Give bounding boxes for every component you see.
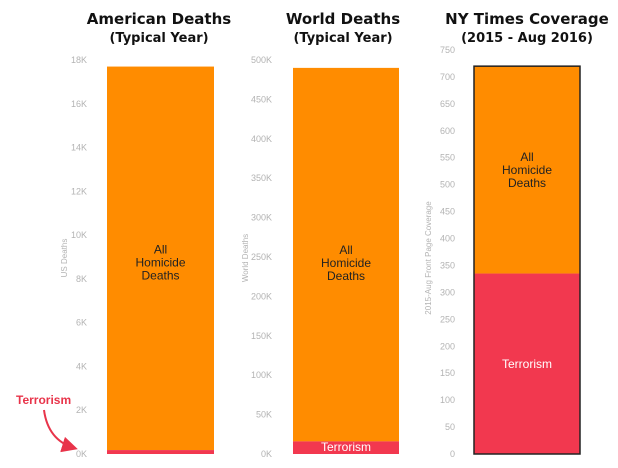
stacked-bar [107,66,214,454]
y-tick-label: 250K [251,252,272,262]
panel-american-deaths: American Deaths (Typical Year) US Deaths… [16,10,231,459]
y-tick-label: 100 [440,395,455,405]
y-tick-label: 600 [440,126,455,136]
y-tick-label: 200 [440,341,455,351]
segment-label-homicide: Deaths [141,268,179,282]
y-tick-label: 400K [251,134,272,144]
chart-title: World Deaths [286,10,400,28]
chart-title: American Deaths [87,10,231,28]
y-tick-label: 14K [71,143,87,153]
y-tick-label: 200K [251,291,272,301]
y-axis-label: 2015-Aug Front Page Coverage [424,201,433,315]
y-axis-ticks: 0K 50K 100K 150K 200K 250K 300K 350K 400K 450K 500… [251,55,272,459]
y-tick-label: 8K [76,274,87,284]
y-tick-label: 750 [440,45,455,55]
y-tick-label: 0K [261,449,272,459]
y-tick-label: 18K [71,55,87,65]
y-tick-label: 700 [440,72,455,82]
y-tick-label: 300 [440,287,455,297]
bar-segment-terrorism [107,450,214,454]
panel-world-deaths: World Deaths (Typical Year) World Deaths… [241,10,400,459]
segment-label-terrorism: Terrorism [321,440,371,454]
bar-segment-homicide [107,66,214,451]
callout-arrow [43,409,78,453]
segment-label-homicide: Deaths [327,269,365,283]
y-tick-label: 0K [76,449,87,459]
stacked-bar [293,67,399,454]
bar-segment-homicide [293,67,399,442]
y-axis-label: World Deaths [241,234,250,282]
segment-label-homicide: Deaths [508,176,546,190]
y-tick-label: 550 [440,153,455,163]
y-tick-label: 400 [440,234,455,244]
chart-title: NY Times Coverage [445,10,609,28]
segment-label-homicide: All [154,242,167,256]
y-tick-label: 16K [71,99,87,109]
y-tick-label: 450 [440,207,455,217]
bar-outline [473,65,581,455]
y-tick-label: 300K [251,213,272,223]
segment-label-homicide: Homicide [502,163,552,177]
y-tick-label: 6K [76,318,87,328]
y-tick-label: 500K [251,55,272,65]
segment-label-terrorism: Terrorism [502,357,552,371]
bar-segment-terrorism [474,273,580,454]
y-tick-label: 450K [251,94,272,104]
chart-subtitle: (Typical Year) [293,31,392,46]
chart-subtitle: (Typical Year) [109,31,208,46]
terrorism-callout-label: Terrorism [16,393,71,407]
bar-segment-terrorism [293,441,399,454]
segment-label-homicide: Homicide [321,256,371,270]
y-tick-label: 150 [440,368,455,378]
y-tick-label: 0 [450,449,455,459]
segment-label-homicide: All [520,150,533,164]
y-axis-ticks: 0K 2K 4K 6K 8K 10K 12K 14K 16K 18K [71,55,87,459]
y-tick-label: 100K [251,370,272,380]
y-tick-label: 10K [71,230,87,240]
y-tick-label: 2K [76,405,87,415]
segment-label-homicide: Homicide [135,255,185,269]
chart-subtitle: (2015 - Aug 2016) [461,31,593,46]
y-axis-ticks: 0 50 100 150 200 250 300 350 400 450 500 550 600 650 7… [440,45,455,459]
y-tick-label: 150K [251,331,272,341]
segment-label-homicide: All [339,243,352,257]
y-tick-label: 12K [71,186,87,196]
y-tick-label: 500 [440,180,455,190]
y-tick-label: 350K [251,173,272,183]
y-tick-label: 350 [440,260,455,270]
y-tick-label: 4K [76,361,87,371]
y-tick-label: 50K [256,410,272,420]
stacked-bar [473,65,581,455]
bar-segment-homicide [474,66,580,274]
y-tick-label: 650 [440,99,455,109]
y-tick-label: 250 [440,314,455,324]
y-tick-label: 50 [445,422,455,432]
y-axis-label: US Deaths [60,239,69,278]
panel-nyt-coverage: NY Times Coverage (2015 - Aug 2016) 2015… [424,10,609,459]
